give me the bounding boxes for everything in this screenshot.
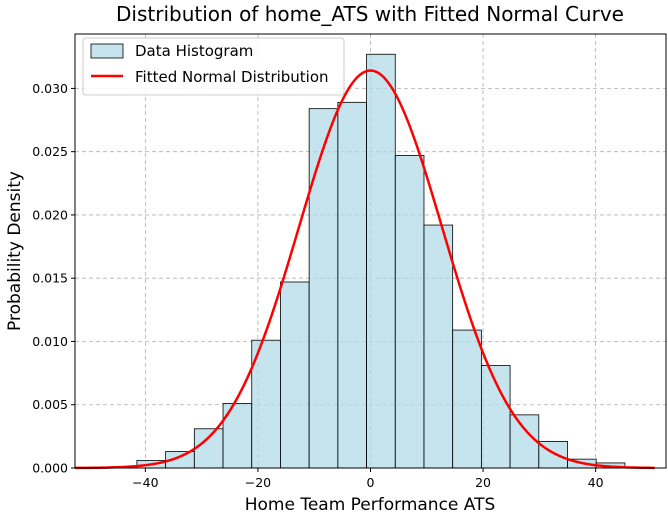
histogram-bar [509,414,540,469]
y-axis: 0.000 0.005 0.010 0.015 0.020 0.025 0.030 [32,81,75,476]
histogram-bar [366,53,396,469]
y-tick-label: 0.025 [32,144,68,159]
legend: Data Histogram Fitted Normal Distributio… [82,37,345,96]
histogram-bar [452,329,482,469]
x-tick-label: 40 [588,475,604,490]
x-tick-label: −40 [132,475,158,490]
histogram-bar [193,428,224,469]
legend-label-fitted-curve: Fitted Normal Distribution [135,68,329,86]
legend-label-histogram: Data Histogram [135,42,253,60]
x-tick-label: 0 [367,475,375,490]
y-tick-label: 0.005 [32,397,68,412]
y-axis-label: Probability Density [5,171,25,331]
histogram-bar [423,224,454,469]
y-tick-label: 0.030 [32,81,68,96]
y-tick-label: 0.010 [32,334,68,349]
fitted-normal-curve [74,69,655,470]
histogram-bars [136,53,626,469]
x-tick-label: 20 [475,475,491,490]
x-axis: −40 −20 0 20 40 [132,468,604,490]
y-tick-label: 0.020 [32,207,68,222]
x-tick-label: −20 [245,475,271,490]
legend-box [82,37,345,96]
histogram-bar [337,101,367,469]
histogram-bar [394,155,425,469]
histogram-bar [280,281,310,469]
legend-swatch-histogram [90,43,124,59]
histogram-bar [308,108,339,469]
x-axis-label: Home Team Performance ATS [245,495,496,515]
y-tick-label: 0.015 [32,271,68,286]
chart-title: Distribution of home_ATS with Fitted Nor… [116,2,624,26]
y-tick-label: 0.000 [32,461,68,476]
